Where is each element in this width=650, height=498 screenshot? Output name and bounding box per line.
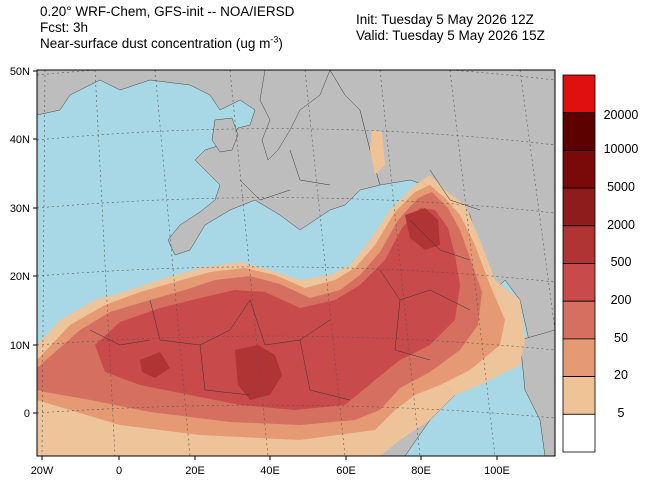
legend-label: 10000 bbox=[604, 142, 639, 156]
legend-swatch bbox=[562, 413, 596, 453]
field-name: Near-surface dust concentration (ug m-3) bbox=[40, 34, 283, 51]
legend-swatch bbox=[562, 263, 596, 302]
map-title-block: 0.20° WRF-Chem, GFS-init -- NOA/IERSD Fc… bbox=[40, 4, 294, 52]
lat-ticks bbox=[33, 70, 37, 414]
legend-label: 5000 bbox=[607, 180, 635, 194]
lat-label: 40N bbox=[10, 134, 30, 146]
lat-label: 30N bbox=[10, 203, 30, 215]
dust-level-500-iran bbox=[405, 208, 440, 250]
legend-label: 20000 bbox=[604, 108, 639, 122]
land-british-isles bbox=[211, 117, 239, 153]
legend-swatch bbox=[562, 187, 596, 227]
legend-label: 2000 bbox=[607, 218, 635, 232]
lon-label: 60E bbox=[336, 465, 356, 477]
graticule bbox=[37, 70, 555, 456]
legend-swatch bbox=[562, 225, 596, 264]
country-borders bbox=[89, 149, 481, 401]
dust-level-500-sahara bbox=[235, 345, 282, 400]
legend-label: 50 bbox=[614, 331, 628, 345]
lon-label: 20E bbox=[185, 465, 205, 477]
legend-swatch bbox=[562, 149, 596, 189]
land-scandinavia bbox=[259, 70, 331, 161]
lat-label: 10N bbox=[10, 340, 30, 352]
lon-ticks bbox=[41, 456, 498, 460]
legend-swatch bbox=[562, 74, 596, 114]
model-info: 0.20° WRF-Chem, GFS-init -- NOA/IERSD bbox=[40, 4, 295, 19]
legend-label: 500 bbox=[611, 255, 632, 269]
map-frame bbox=[36, 69, 556, 457]
init-time: Init: Tuesday 5 May 2026 12Z bbox=[356, 12, 534, 27]
legend-labels: 20000 10000 5000 2000 500 200 50 20 5 bbox=[604, 108, 639, 420]
lat-label: 0 bbox=[24, 408, 30, 420]
lon-label: 0 bbox=[116, 465, 122, 477]
legend-swatch bbox=[562, 338, 596, 377]
lat-labels: 50N 40N 30N 20N 10N 0 bbox=[10, 66, 30, 420]
legend-label: 200 bbox=[611, 293, 632, 307]
legend-colorbar bbox=[562, 74, 596, 453]
legend-swatch bbox=[562, 376, 596, 415]
land-southeast-asia bbox=[519, 329, 555, 456]
lat-label: 50N bbox=[10, 66, 30, 78]
lon-label: 100E bbox=[484, 465, 510, 477]
dust-scattered-north bbox=[370, 130, 385, 175]
legend-swatch bbox=[562, 112, 596, 151]
valid-time: Valid: Tuesday 5 May 2026 15Z bbox=[356, 28, 545, 43]
legend-swatch bbox=[562, 300, 596, 340]
lon-label: 20W bbox=[31, 465, 54, 477]
time-info-block: Init: Tuesday 5 May 2026 12Z Valid: Tues… bbox=[356, 12, 545, 44]
lat-label: 20N bbox=[10, 271, 30, 283]
dust-level-500-west bbox=[140, 352, 170, 378]
dust-level-200 bbox=[95, 208, 460, 410]
lon-label: 80E bbox=[411, 465, 431, 477]
forecast-hour: Fcst: 3h bbox=[40, 20, 89, 35]
legend-label: 5 bbox=[618, 406, 625, 420]
lon-label: 40E bbox=[260, 465, 280, 477]
lon-labels: 20W 0 20E 40E 60E 80E 100E bbox=[31, 465, 510, 477]
legend-label: 20 bbox=[614, 368, 628, 382]
